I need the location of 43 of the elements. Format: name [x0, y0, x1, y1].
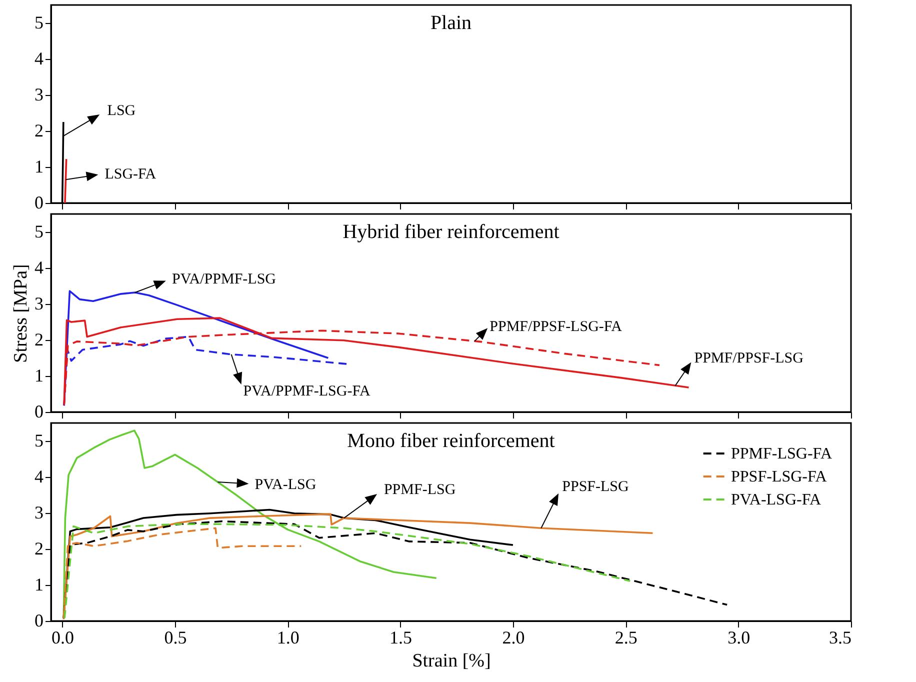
y-axis-title: Stress [MPa] [10, 264, 32, 363]
annotation: PPMF/PPSF-LSG [694, 350, 804, 367]
x-tick-label: 1.5 [390, 628, 412, 648]
x-tick-label: 3.0 [728, 628, 750, 648]
y-tick-label: 4 [34, 466, 44, 486]
annotation: LSG [107, 103, 136, 120]
y-tick-label: 3 [34, 84, 44, 104]
y-tick-label: 5 [34, 222, 44, 242]
legend-label: PPSF-LSG-FA [731, 468, 828, 486]
y-tick-label: 0 [34, 402, 44, 422]
y-tick-label: 2 [34, 330, 44, 350]
x-tick-label: 3.5 [829, 628, 852, 648]
y-tick-label: 3 [34, 502, 44, 522]
annotation: PVA-LSG [254, 477, 316, 494]
y-tick-label: 3 [34, 294, 44, 314]
annotation: PVA/PPMF-LSG-FA [243, 383, 370, 400]
y-tick-label: 2 [34, 120, 44, 140]
annotation: PPMF/PPSF-LSG-FA [490, 319, 622, 336]
x-tick-label: 0.5 [164, 628, 187, 648]
x-axis-title: Strain [%] [412, 650, 491, 672]
x-tick-label: 2.0 [502, 628, 525, 648]
x-tick-label: 2.5 [614, 628, 638, 648]
y-tick-label: 2 [34, 538, 44, 558]
y-tick-label: 4 [34, 48, 44, 68]
y-tick-label: 0 [34, 610, 44, 630]
legend-label: PVA-LSG-FA [731, 492, 822, 508]
y-tick-label: 0 [34, 192, 44, 212]
y-tick-label: 1 [34, 574, 44, 594]
y-tick-label: 1 [34, 366, 44, 386]
chart-title: Plain [430, 12, 472, 34]
annotation: LSG-FA [104, 166, 156, 183]
chart-title: Hybrid fiber reinforcement [342, 221, 560, 243]
y-tick-label: 1 [34, 156, 44, 176]
x-tick-label: 0.0 [52, 628, 74, 648]
annotation: PVA/PPMF-LSG [172, 271, 276, 288]
chart-title: Mono fiber reinforcement [347, 430, 556, 452]
y-tick-label: 5 [34, 12, 44, 32]
x-tick-label: 1.0 [276, 628, 300, 648]
y-tick-label: 4 [34, 258, 44, 278]
annotation: PPMF-LSG [384, 482, 456, 498]
y-tick-label: 5 [34, 430, 44, 450]
legend-label: PPMF-LSG-FA [731, 446, 833, 462]
annotation: PPSF-LSG [562, 479, 630, 496]
